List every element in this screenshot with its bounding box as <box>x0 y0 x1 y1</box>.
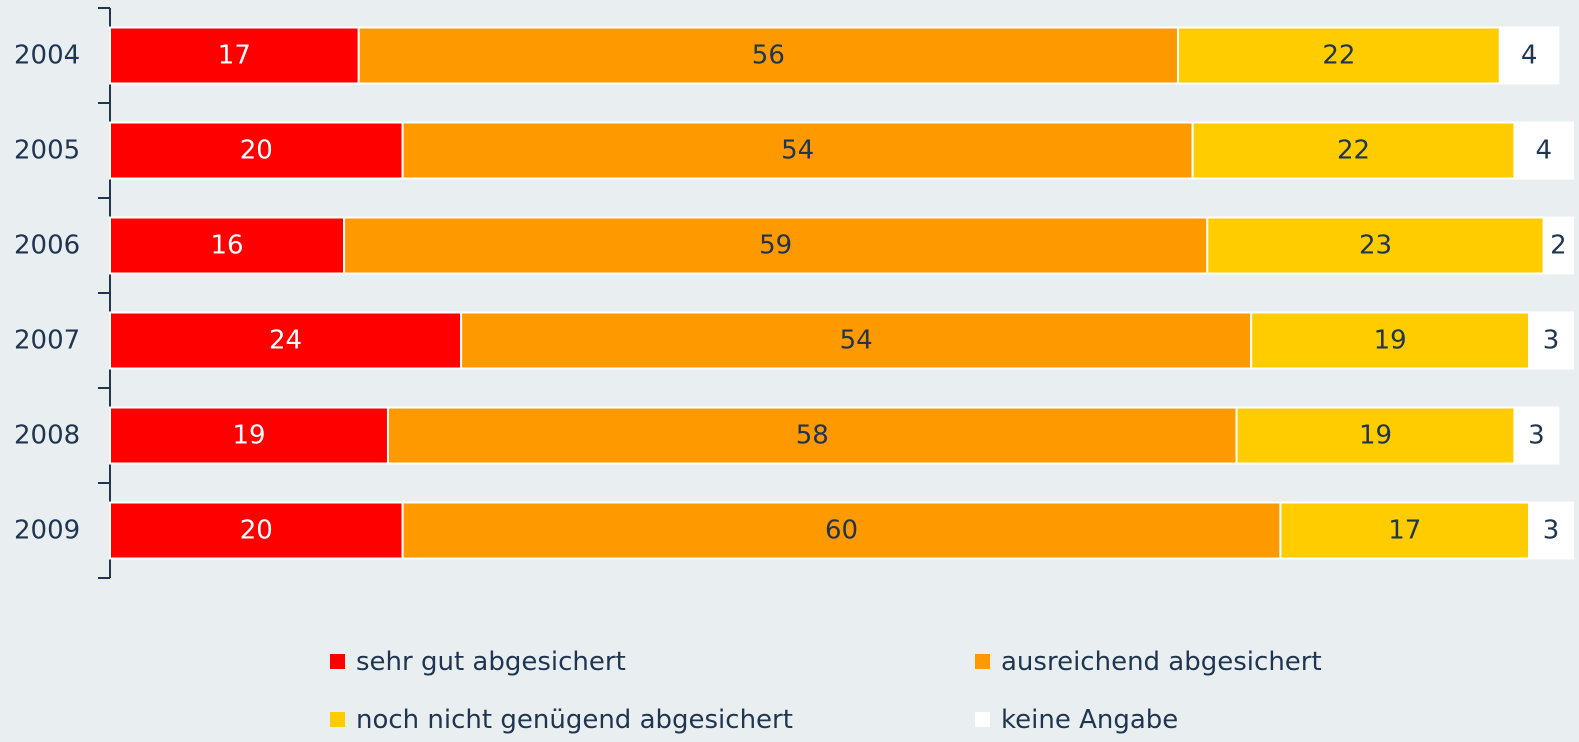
legend-label: ausreichend abgesichert <box>1001 647 1322 677</box>
data-label: 24 <box>269 326 302 356</box>
bar-segment <box>109 311 463 370</box>
legend-label: noch nicht genügend abgesichert <box>356 705 793 735</box>
legend-swatch <box>975 712 990 727</box>
bar-segment <box>109 406 389 465</box>
bar-segment <box>1542 216 1574 275</box>
data-label: 56 <box>752 41 785 71</box>
data-label: 19 <box>1374 326 1407 356</box>
legend-swatch <box>975 654 990 669</box>
bar-segment <box>460 311 1253 370</box>
data-label: 19 <box>1359 421 1392 451</box>
bar-segment <box>109 26 360 85</box>
legend-label: keine Angabe <box>1001 705 1178 735</box>
y-tick-label: 2006 <box>14 231 80 261</box>
data-label: 20 <box>240 136 273 166</box>
data-label: 54 <box>840 326 873 356</box>
bar-segment <box>1191 121 1516 180</box>
legend-swatch <box>330 654 345 669</box>
data-label: 59 <box>759 231 792 261</box>
bar-segment <box>401 501 1282 560</box>
bar-segment <box>1250 311 1531 370</box>
data-label: 3 <box>1528 421 1545 451</box>
y-tick-label: 2007 <box>14 326 80 356</box>
legend-label: sehr gut abgesichert <box>356 647 626 677</box>
bar-segment <box>1528 311 1574 370</box>
bar-segment <box>1528 501 1574 560</box>
data-label: 4 <box>1521 41 1538 71</box>
bar-segment <box>1498 26 1560 85</box>
y-tick-label: 2009 <box>14 516 80 546</box>
bar-segment <box>1235 406 1516 465</box>
bar-segment <box>401 121 1194 180</box>
data-label: 54 <box>781 136 814 166</box>
bar-segment <box>109 216 346 275</box>
data-label: 22 <box>1322 41 1355 71</box>
data-label: 4 <box>1535 136 1552 166</box>
data-label: 58 <box>796 421 829 451</box>
bar-segment <box>357 26 1179 85</box>
y-tick-label: 2005 <box>14 136 80 166</box>
bar-segment <box>1513 406 1560 465</box>
legend-swatch <box>330 712 345 727</box>
data-label: 20 <box>240 516 273 546</box>
data-label: 19 <box>232 421 265 451</box>
bar-segment <box>1206 216 1545 275</box>
data-label: 22 <box>1337 136 1370 166</box>
data-label: 16 <box>210 231 243 261</box>
y-tick-label: 2004 <box>14 41 80 71</box>
data-label: 17 <box>1388 516 1421 546</box>
data-label: 3 <box>1543 326 1560 356</box>
data-label: 23 <box>1359 231 1392 261</box>
data-label: 60 <box>825 516 858 546</box>
data-label: 3 <box>1543 516 1560 546</box>
bar-segment <box>1513 121 1574 180</box>
data-label: 17 <box>218 41 251 71</box>
bar-segment <box>1279 501 1531 560</box>
bar-segment <box>386 406 1238 465</box>
data-label: 2 <box>1550 231 1567 261</box>
y-tick-label: 2008 <box>14 421 80 451</box>
